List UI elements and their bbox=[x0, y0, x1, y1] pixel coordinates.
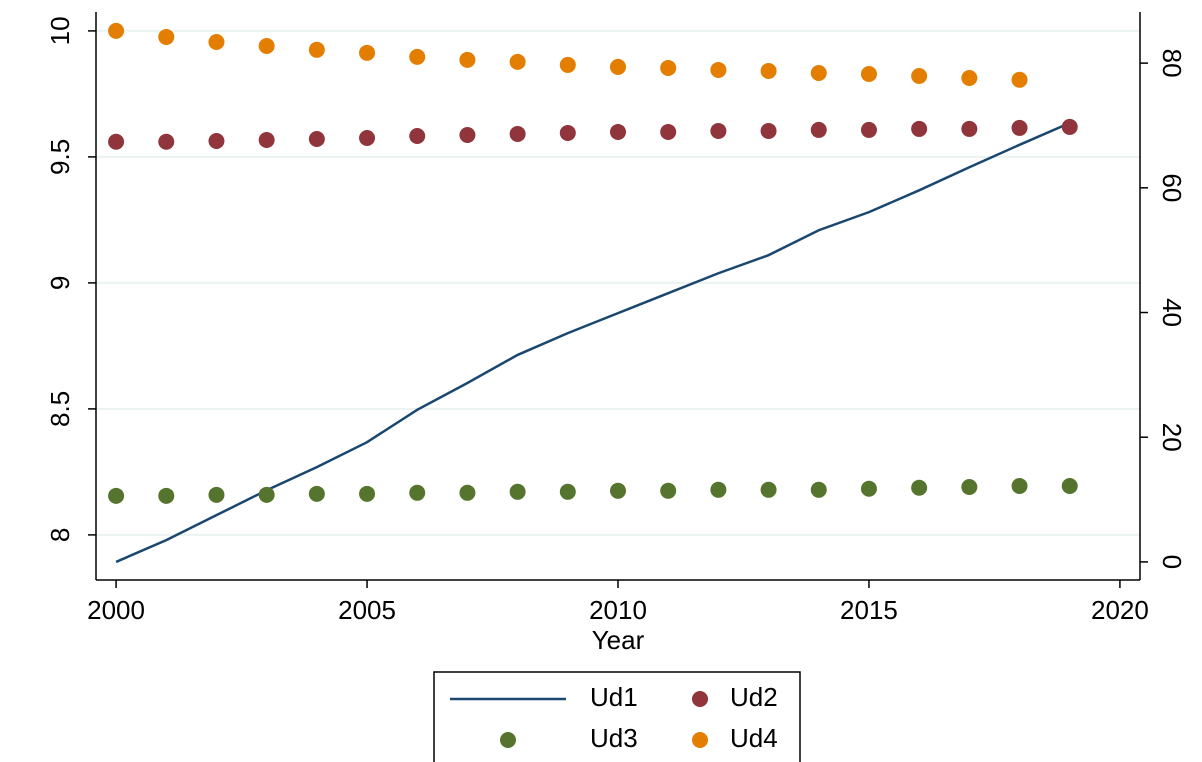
dot bbox=[810, 121, 827, 138]
dot bbox=[1011, 478, 1028, 495]
dot bbox=[108, 487, 125, 504]
legend-box bbox=[433, 671, 801, 762]
legend-label: Ud2 bbox=[730, 682, 778, 712]
dot bbox=[860, 121, 877, 138]
dot bbox=[961, 120, 978, 137]
dot bbox=[810, 64, 827, 81]
y-tick-label: 8 bbox=[45, 528, 75, 542]
dot bbox=[610, 58, 626, 75]
y2-tick-label: 80 bbox=[1157, 49, 1187, 78]
dot bbox=[359, 44, 376, 61]
x-tick-label: 2010 bbox=[589, 595, 647, 625]
line bbox=[115, 121, 1071, 564]
legend-label: Ud4 bbox=[730, 723, 778, 753]
dot bbox=[760, 62, 777, 79]
dot bbox=[860, 480, 877, 497]
dot bbox=[509, 483, 526, 500]
dot bbox=[710, 61, 727, 78]
legend-label: Ud1 bbox=[590, 682, 638, 712]
dot bbox=[459, 484, 476, 501]
dot bbox=[359, 485, 376, 502]
dot bbox=[610, 123, 626, 140]
dot bbox=[710, 481, 727, 498]
y-tick-label: 9 bbox=[45, 276, 75, 290]
dot bbox=[961, 70, 978, 87]
x-tick-label: 2005 bbox=[338, 595, 396, 625]
dot bbox=[911, 120, 928, 137]
dot bbox=[961, 479, 978, 496]
y2-tick-label: 0 bbox=[1157, 555, 1187, 569]
dot bbox=[158, 133, 175, 150]
y-tick-label: 9.5 bbox=[45, 139, 75, 175]
dot bbox=[660, 482, 677, 499]
x-tick-label: 2000 bbox=[87, 595, 145, 625]
x-tick-label: 2020 bbox=[1091, 595, 1149, 625]
dot bbox=[208, 133, 225, 150]
x-tick-label: 2015 bbox=[840, 595, 898, 625]
dot bbox=[610, 482, 626, 499]
dot bbox=[509, 53, 526, 70]
dot bbox=[459, 126, 476, 143]
dot bbox=[108, 22, 125, 39]
y2-tick-label: 60 bbox=[1157, 173, 1187, 202]
dot bbox=[258, 132, 275, 149]
dot bbox=[860, 65, 877, 82]
dot bbox=[308, 41, 325, 58]
dot bbox=[911, 68, 928, 85]
legend-swatch bbox=[500, 732, 516, 748]
dot bbox=[559, 124, 576, 141]
y2-tick-label: 40 bbox=[1157, 298, 1187, 327]
y-tick-label: 8.5 bbox=[45, 391, 75, 427]
dot bbox=[258, 486, 275, 503]
dot bbox=[1011, 71, 1028, 88]
dot bbox=[760, 481, 777, 498]
dot bbox=[559, 56, 576, 73]
dot bbox=[359, 129, 376, 146]
y2-tick-label: 20 bbox=[1157, 423, 1187, 452]
dot bbox=[1011, 119, 1028, 136]
dot bbox=[208, 486, 225, 503]
dot bbox=[108, 133, 125, 150]
dot bbox=[760, 122, 777, 139]
dot bbox=[810, 481, 827, 498]
x-axis-title: Year bbox=[592, 625, 645, 655]
dot bbox=[509, 125, 526, 142]
dot bbox=[208, 33, 225, 50]
dot bbox=[1061, 118, 1078, 135]
dot bbox=[409, 484, 426, 501]
dot bbox=[559, 483, 576, 500]
dot bbox=[409, 48, 426, 65]
dot bbox=[258, 38, 275, 55]
dot bbox=[459, 51, 476, 68]
dot bbox=[409, 127, 426, 144]
dot bbox=[660, 123, 677, 140]
dot bbox=[158, 28, 175, 45]
legend-label: Ud3 bbox=[590, 723, 638, 753]
dot bbox=[1061, 478, 1078, 495]
dot bbox=[911, 479, 928, 496]
legend-swatch bbox=[692, 691, 708, 707]
dot bbox=[660, 59, 677, 76]
dot bbox=[710, 122, 727, 139]
legend-swatch bbox=[692, 732, 708, 748]
dot bbox=[308, 131, 325, 148]
y-tick-label: 10 bbox=[45, 16, 75, 45]
dot bbox=[158, 487, 175, 504]
dot bbox=[308, 485, 325, 502]
